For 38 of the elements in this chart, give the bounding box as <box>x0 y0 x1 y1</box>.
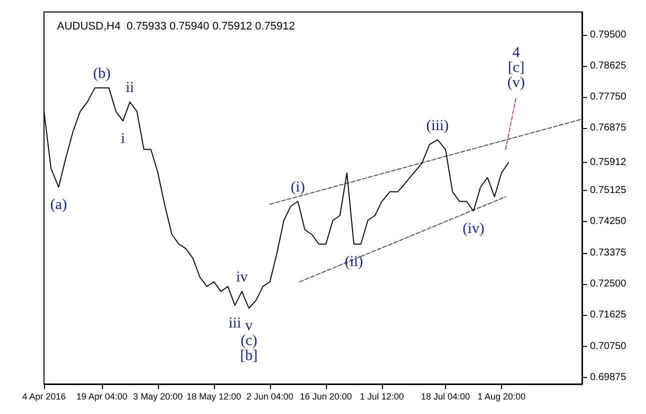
x-tick-label: 3 May 20:00 <box>133 392 183 402</box>
annotation: 4 <box>512 45 520 62</box>
annotation: [b] <box>240 348 258 364</box>
y-tick-label: 0.70750 <box>590 340 627 352</box>
annotation: ii <box>126 80 134 96</box>
annotation: [c] <box>508 60 524 76</box>
annotation: v <box>245 318 254 334</box>
y-tick-label: 0.79500 <box>590 29 627 40</box>
annotation: iii <box>228 315 242 332</box>
annotation: (b) <box>93 66 111 82</box>
annotation: (c) <box>240 333 258 350</box>
x-tick-label: 19 Apr 04:00 <box>76 392 128 402</box>
x-tick-label: 1 Jul 12:00 <box>360 392 404 402</box>
y-tick-label: 0.75912 <box>590 157 627 168</box>
x-tick-label: 1 Aug 20:00 <box>477 392 526 402</box>
x-tick-label: 16 Jun 20:00 <box>300 392 352 402</box>
annotation: (iv) <box>462 220 484 237</box>
y-tick-label: 0.71625 <box>590 310 627 321</box>
text: AUDUSD,H4 0.75933 0.75940 0.75912 0.75912 <box>57 20 295 32</box>
annotation: i <box>120 130 125 147</box>
annotation: (i) <box>290 179 305 196</box>
x-tick-label: 2 Jun 04:00 <box>246 392 294 402</box>
x-tick-label: 18 Jul 04:00 <box>420 392 470 402</box>
y-tick-label: 0.77750 <box>590 92 627 103</box>
annotation: (v) <box>507 75 525 92</box>
y-tick-label: 0.76875 <box>590 122 627 134</box>
y-tick-label: 0.72500 <box>590 278 627 290</box>
annotation: (ii) <box>344 254 364 270</box>
y-tick-label: 0.78625 <box>590 60 627 72</box>
x-tick-label: 4 Apr 2016 <box>22 392 66 402</box>
annotation: (iii) <box>426 118 449 134</box>
x-tick-label: 18 May 12:00 <box>186 392 242 402</box>
annotation: (a) <box>50 197 67 214</box>
annotation: iv <box>236 269 248 286</box>
y-tick-label: 0.69875 <box>590 372 627 383</box>
y-tick-label: 0.75125 <box>590 185 627 196</box>
y-tick-label: 0.74250 <box>590 216 627 228</box>
y-tick-label: 0.73375 <box>590 247 627 258</box>
